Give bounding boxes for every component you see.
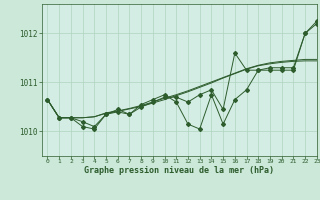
X-axis label: Graphe pression niveau de la mer (hPa): Graphe pression niveau de la mer (hPa) [84, 166, 274, 175]
